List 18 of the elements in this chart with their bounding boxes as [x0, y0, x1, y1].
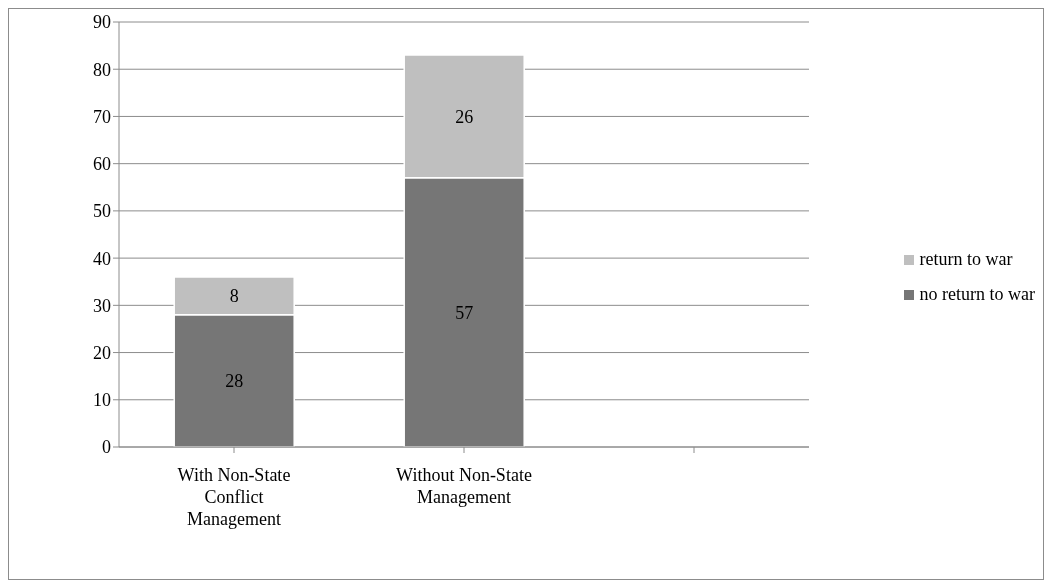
data-label: 57 — [455, 302, 474, 323]
y-tick-label: 10 — [93, 390, 111, 411]
y-tick-label: 0 — [102, 437, 111, 458]
data-label: 28 — [225, 371, 244, 392]
y-tick-label: 80 — [93, 59, 111, 80]
x-tick-label: With Non-State Conflict Management — [177, 465, 291, 529]
y-tick-label: 60 — [93, 154, 111, 175]
data-label: 8 — [229, 286, 239, 307]
legend-label: no return to war — [919, 284, 1035, 305]
data-label: 26 — [455, 106, 474, 127]
y-tick-label: 50 — [93, 201, 111, 222]
y-tick-label: 70 — [93, 106, 111, 127]
y-tick-label: 30 — [93, 295, 111, 316]
legend-label: return to war — [919, 249, 1013, 270]
y-tick-label: 40 — [93, 248, 111, 269]
x-tick-label: Without Non-State Management — [396, 465, 532, 507]
y-tick-label: 20 — [93, 342, 111, 363]
y-tick-label: 90 — [93, 12, 111, 33]
